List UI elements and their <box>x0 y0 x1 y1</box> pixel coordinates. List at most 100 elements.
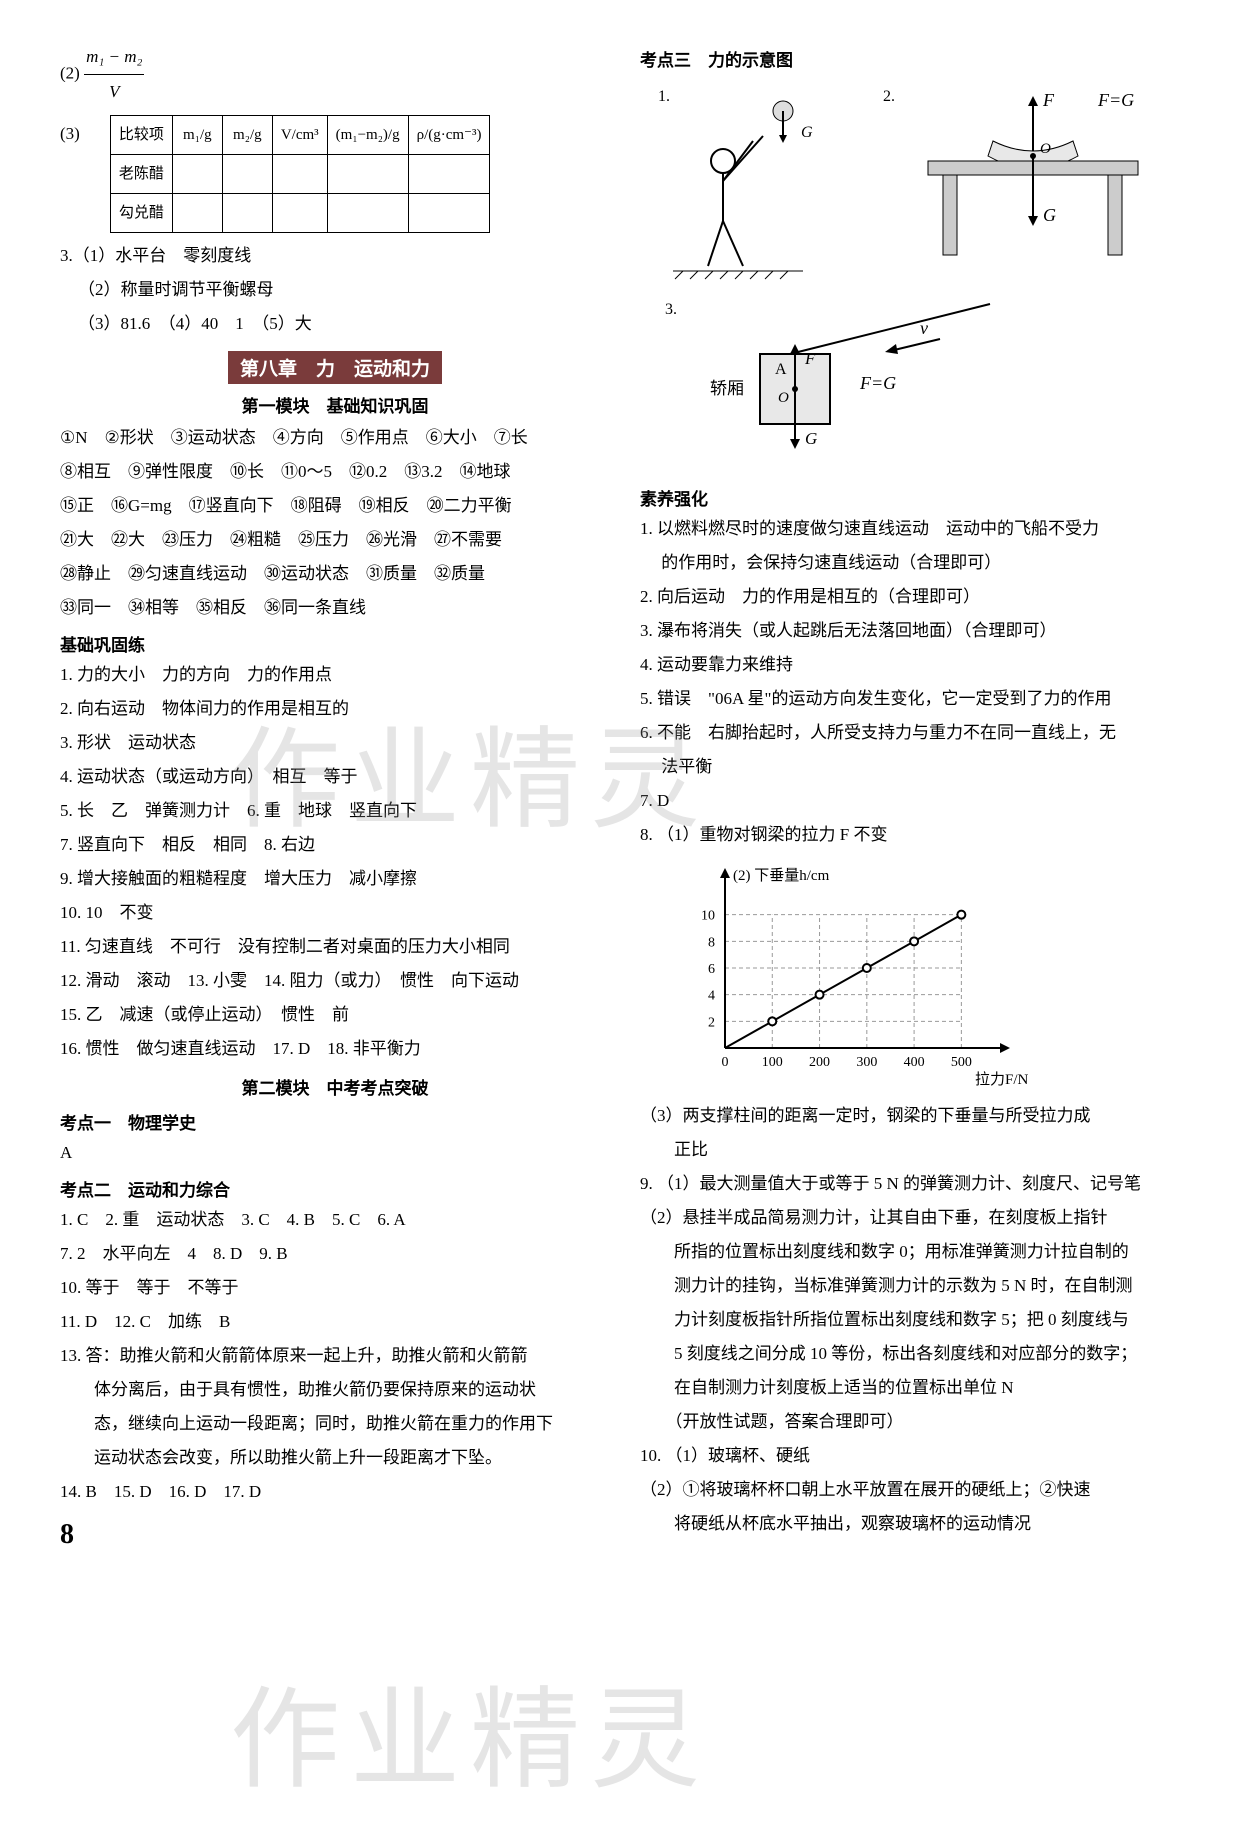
chapter-heading: 第八章 力 运动和力 <box>60 351 610 384</box>
svg-text:F=G: F=G <box>859 373 896 393</box>
table-cell <box>408 155 490 194</box>
suyang-line: 8. （1）重物对钢梁的拉力 F 不变 <box>640 818 1190 852</box>
svg-text:10: 10 <box>701 909 715 924</box>
table-cell <box>408 194 490 233</box>
q3-3: （3）81.6 （4）40 1 （5）大 <box>60 307 610 341</box>
table-header: (m₁−m₂)/g <box>327 116 408 155</box>
kd3-title: 考点三 力的示意图 <box>640 46 1190 71</box>
jichu-line: 5. 长 乙 弹簧测力计 6. 重 地球 竖直向下 <box>60 794 610 828</box>
svg-text:轿厢: 轿厢 <box>710 379 744 398</box>
table-cell <box>327 194 408 233</box>
jichu-line: 12. 滑动 滚动 13. 小雯 14. 阻力（或力） 惯性 向下运动 <box>60 964 610 998</box>
right-column: 考点三 力的示意图 1. G <box>640 40 1190 1551</box>
table-cell <box>272 155 327 194</box>
after-chart-line: 力计刻度板指针所指位置标出刻度线和数字 5；把 0 刻度线与 <box>640 1303 1190 1337</box>
chart-8-2: 0100200300400500246810(2) 下垂量h/cm拉力F/N <box>670 858 1190 1093</box>
jichu-line: 4. 运动状态（或运动方向） 相互 等于 <box>60 760 610 794</box>
suyang-title: 素养强化 <box>640 485 1190 510</box>
kd2-title: 考点二 运动和力综合 <box>60 1176 610 1201</box>
table-cell <box>327 155 408 194</box>
svg-text:G: G <box>805 429 817 448</box>
suyang-line: 4. 运动要靠力来维持 <box>640 648 1190 682</box>
svg-text:O: O <box>1040 141 1051 157</box>
svg-text:(2) 下垂量h/cm: (2) 下垂量h/cm <box>733 867 830 884</box>
svg-text:4: 4 <box>708 989 715 1004</box>
blank-line: ㉑大 ㉒大 ㉓压力 ㉔粗糙 ㉕压力 ㉖光滑 ㉗不需要 <box>60 523 610 557</box>
suyang-line: 5. 错误 "06A 星"的运动方向发生变化，它一定受到了力的作用 <box>640 682 1190 716</box>
expr-2: (2) m₁ − m₂ V <box>60 40 610 109</box>
svg-text:500: 500 <box>951 1055 972 1070</box>
jichu-line: 1. 力的大小 力的方向 力的作用点 <box>60 658 610 692</box>
kd2-line: 1. C 2. 重 运动状态 3. C 4. B 5. C 6. A <box>60 1203 610 1237</box>
svg-text:拉力F/N: 拉力F/N <box>975 1071 1029 1088</box>
svg-text:200: 200 <box>809 1055 830 1070</box>
svg-text:F: F <box>1042 90 1055 110</box>
suyang-line: 3. 瀑布将消失（或人起跳后无法落回地面）（合理即可） <box>640 614 1190 648</box>
svg-text:1.: 1. <box>658 88 670 105</box>
svg-text:2: 2 <box>708 1015 715 1030</box>
after-chart-line: 5 刻度线之间分成 10 等份，标出各刻度线和对应部分的数字； <box>640 1337 1190 1371</box>
jichu-line: 15. 乙 减速（或停止运动） 惯性 前 <box>60 998 610 1032</box>
after-chart-line: 所指的位置标出刻度线和数字 0；用标准弹簧测力计拉自制的 <box>640 1235 1190 1269</box>
kd1-title: 考点一 物理学史 <box>60 1109 610 1134</box>
after-chart-line: 9. （1）最大测量值大于或等于 5 N 的弹簧测力计、刻度尺、记号笔 <box>640 1167 1190 1201</box>
table-header: m₁/g <box>172 116 222 155</box>
svg-text:0: 0 <box>722 1055 729 1070</box>
module2-title: 第二模块 中考考点突破 <box>60 1074 610 1099</box>
blank-line: ⑧相互 ⑨弹性限度 ⑩长 ⑪0～5 ⑫0.2 ⑬3.2 ⑭地球 <box>60 455 610 489</box>
jichu-line: 9. 增大接触面的粗糙程度 增大压力 减小摩擦 <box>60 862 610 896</box>
jichu-line: 7. 竖直向下 相反 相同 8. 右边 <box>60 828 610 862</box>
module1-title: 第一模块 基础知识巩固 <box>60 392 610 417</box>
watermark-2: 作业精灵 <box>230 1650 710 1810</box>
table-header: 比较项 <box>110 116 172 155</box>
svg-text:8: 8 <box>708 935 715 950</box>
comparison-table: 比较项m₁/gm₂/gV/cm³(m₁−m₂)/gρ/(g·cm⁻³) 老陈醋 … <box>110 115 491 233</box>
page-number: 8 <box>60 1519 610 1551</box>
kd2-line: 运动状态会改变，所以助推火箭上升一段距离才下坠。 <box>60 1441 610 1475</box>
svg-text:2.: 2. <box>883 88 895 105</box>
table-cell: 勾兑醋 <box>110 194 172 233</box>
left-column: (2) m₁ − m₂ V (3) 比较项m₁/gm₂/gV/cm³(m₁−m₂… <box>60 40 610 1551</box>
table-cell <box>272 194 327 233</box>
svg-text:6: 6 <box>708 962 715 977</box>
after-chart-line: 测力计的挂钩，当标准弹簧测力计的示数为 5 N 时，在自制测 <box>640 1269 1190 1303</box>
table-cell: 老陈醋 <box>110 155 172 194</box>
table-cell <box>222 155 272 194</box>
kd1-ans: A <box>60 1136 610 1170</box>
after-chart-line: （3）两支撑柱间的距离一定时，钢梁的下垂量与所受拉力成 <box>640 1099 1190 1133</box>
svg-text:100: 100 <box>762 1055 783 1070</box>
jichu-line: 10. 10 不变 <box>60 896 610 930</box>
blank-line: ㉝同一 ㉞相等 ㉟相反 ㊱同一条直线 <box>60 591 610 625</box>
svg-text:v: v <box>920 318 928 338</box>
table-container: (3) 比较项m₁/gm₂/gV/cm³(m₁−m₂)/gρ/(g·cm⁻³) … <box>60 109 610 239</box>
after-chart-line: 在自制测力计刻度板上适当的位置标出单位 N <box>640 1371 1190 1405</box>
diagram-1: 1. G <box>653 81 853 286</box>
table-cell <box>222 194 272 233</box>
suyang-line: 6. 不能 右脚抬起时，人所受支持力与重力不在同一直线上，无 <box>640 716 1190 750</box>
kd2-line: 体分离后，由于具有惯性，助推火箭仍要保持原来的运动状 <box>60 1373 610 1407</box>
after-chart-line: （2）①将玻璃杯杯口朝上水平放置在展开的硬纸上；②快速 <box>640 1473 1190 1507</box>
svg-text:3.: 3. <box>665 301 677 318</box>
suyang-line: 1. 以燃料燃尽时的速度做匀速直线运动 运动中的飞船不受力 <box>640 512 1190 546</box>
svg-text:O: O <box>778 390 789 406</box>
jichu-line: 11. 匀速直线 不可行 没有控制二者对桌面的压力大小相同 <box>60 930 610 964</box>
svg-text:A: A <box>775 361 787 378</box>
blank-line: ⑮正 ⑯G=mg ⑰竖直向下 ⑱阻碍 ⑲相反 ⑳二力平衡 <box>60 489 610 523</box>
suyang-line: 法平衡 <box>640 750 1190 784</box>
table-header: V/cm³ <box>272 116 327 155</box>
jichu-line: 2. 向右运动 物体间力的作用是相互的 <box>60 692 610 726</box>
svg-text:400: 400 <box>904 1055 925 1070</box>
blank-line: ㉘静止 ㉙匀速直线运动 ㉚运动状态 ㉛质量 ㉜质量 <box>60 557 610 591</box>
diagram-row-1: 1. G <box>640 81 1190 286</box>
blank-line: ①N ②形状 ③运动状态 ④方向 ⑤作用点 ⑥大小 ⑦长 <box>60 421 610 455</box>
svg-text:F: F <box>804 349 816 368</box>
kd2-line: 11. D 12. C 加练 B <box>60 1305 610 1339</box>
suyang-line: 的作用时，会保持匀速直线运动（合理即可） <box>640 546 1190 580</box>
q3-2: （2）称量时调节平衡螺母 <box>60 273 610 307</box>
kd2-line: 13. 答：助推火箭和火箭箭体原来一起上升，助推火箭和火箭箭 <box>60 1339 610 1373</box>
diagram-3: 3. v A 轿厢 O F G <box>660 294 1190 479</box>
kd2-line: 态，继续向上运动一段距离；同时，助推火箭在重力的作用下 <box>60 1407 610 1441</box>
after-chart-line: （开放性试题，答案合理即可） <box>640 1405 1190 1439</box>
jichu-line: 16. 惯性 做匀速直线运动 17. D 18. 非平衡力 <box>60 1032 610 1066</box>
table-cell <box>172 194 222 233</box>
